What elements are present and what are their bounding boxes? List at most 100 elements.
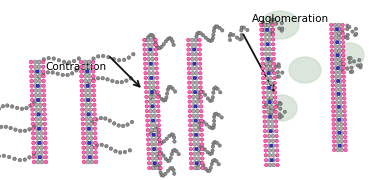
Circle shape — [150, 38, 154, 42]
Circle shape — [338, 84, 342, 87]
Circle shape — [263, 120, 266, 123]
Circle shape — [38, 84, 42, 88]
Circle shape — [88, 98, 92, 102]
Circle shape — [192, 128, 196, 132]
Circle shape — [144, 67, 147, 70]
Circle shape — [158, 143, 161, 146]
Circle shape — [57, 58, 61, 62]
Circle shape — [271, 149, 275, 152]
Circle shape — [272, 57, 276, 60]
Circle shape — [347, 57, 351, 60]
Circle shape — [130, 120, 134, 124]
Circle shape — [94, 136, 97, 140]
Circle shape — [146, 43, 150, 47]
Circle shape — [87, 74, 91, 78]
Circle shape — [269, 111, 272, 115]
Circle shape — [151, 52, 154, 56]
Circle shape — [0, 154, 1, 158]
Circle shape — [80, 79, 83, 83]
Circle shape — [338, 144, 342, 147]
Circle shape — [152, 90, 156, 94]
Circle shape — [212, 87, 216, 91]
Circle shape — [117, 124, 121, 127]
Circle shape — [342, 79, 346, 83]
Circle shape — [192, 109, 196, 113]
Circle shape — [92, 89, 96, 92]
Circle shape — [188, 81, 191, 84]
Circle shape — [149, 109, 153, 113]
Circle shape — [164, 98, 167, 102]
Circle shape — [92, 84, 95, 88]
Circle shape — [268, 158, 272, 162]
Circle shape — [157, 94, 161, 98]
Circle shape — [32, 146, 36, 150]
Circle shape — [339, 63, 342, 67]
Circle shape — [154, 48, 158, 51]
Circle shape — [34, 112, 38, 116]
Circle shape — [263, 134, 267, 138]
Circle shape — [346, 67, 349, 70]
Circle shape — [331, 88, 334, 91]
Circle shape — [89, 131, 93, 135]
Circle shape — [204, 167, 208, 170]
Circle shape — [35, 122, 39, 126]
Circle shape — [188, 105, 191, 108]
Circle shape — [80, 84, 84, 88]
Circle shape — [38, 89, 42, 93]
Circle shape — [38, 141, 41, 145]
Circle shape — [187, 67, 191, 70]
Circle shape — [148, 166, 151, 170]
Circle shape — [67, 61, 71, 64]
Circle shape — [195, 147, 198, 151]
Circle shape — [330, 66, 334, 70]
Circle shape — [344, 135, 347, 139]
Circle shape — [217, 113, 221, 117]
Circle shape — [337, 40, 341, 44]
Circle shape — [335, 28, 339, 31]
Circle shape — [189, 166, 193, 170]
Circle shape — [346, 24, 349, 27]
Circle shape — [200, 138, 204, 141]
Circle shape — [330, 62, 334, 66]
Circle shape — [149, 114, 153, 118]
Circle shape — [158, 138, 161, 141]
Circle shape — [158, 152, 162, 156]
Circle shape — [239, 29, 243, 32]
Circle shape — [196, 114, 199, 118]
Circle shape — [337, 23, 341, 27]
Circle shape — [333, 36, 337, 40]
Circle shape — [188, 119, 192, 122]
Circle shape — [201, 147, 204, 151]
Circle shape — [83, 65, 87, 69]
Circle shape — [195, 81, 199, 85]
Circle shape — [198, 43, 201, 46]
Circle shape — [165, 96, 168, 99]
Circle shape — [104, 117, 107, 120]
Circle shape — [280, 27, 284, 30]
Circle shape — [75, 69, 78, 72]
Circle shape — [188, 95, 191, 99]
Circle shape — [191, 71, 195, 75]
Circle shape — [332, 114, 335, 117]
Circle shape — [195, 166, 199, 170]
Circle shape — [81, 122, 85, 126]
Circle shape — [210, 152, 213, 155]
Circle shape — [158, 151, 161, 154]
Circle shape — [354, 32, 358, 36]
Circle shape — [146, 38, 150, 42]
Circle shape — [334, 53, 337, 57]
Circle shape — [91, 65, 95, 69]
Circle shape — [356, 64, 360, 67]
Circle shape — [272, 158, 276, 162]
Circle shape — [147, 62, 151, 66]
Circle shape — [261, 23, 264, 26]
Circle shape — [150, 147, 154, 151]
Circle shape — [272, 62, 276, 65]
Circle shape — [158, 141, 162, 144]
Circle shape — [199, 31, 202, 35]
Circle shape — [0, 125, 3, 129]
Circle shape — [276, 154, 279, 157]
Circle shape — [351, 30, 354, 33]
Circle shape — [336, 140, 340, 143]
Circle shape — [339, 96, 343, 100]
